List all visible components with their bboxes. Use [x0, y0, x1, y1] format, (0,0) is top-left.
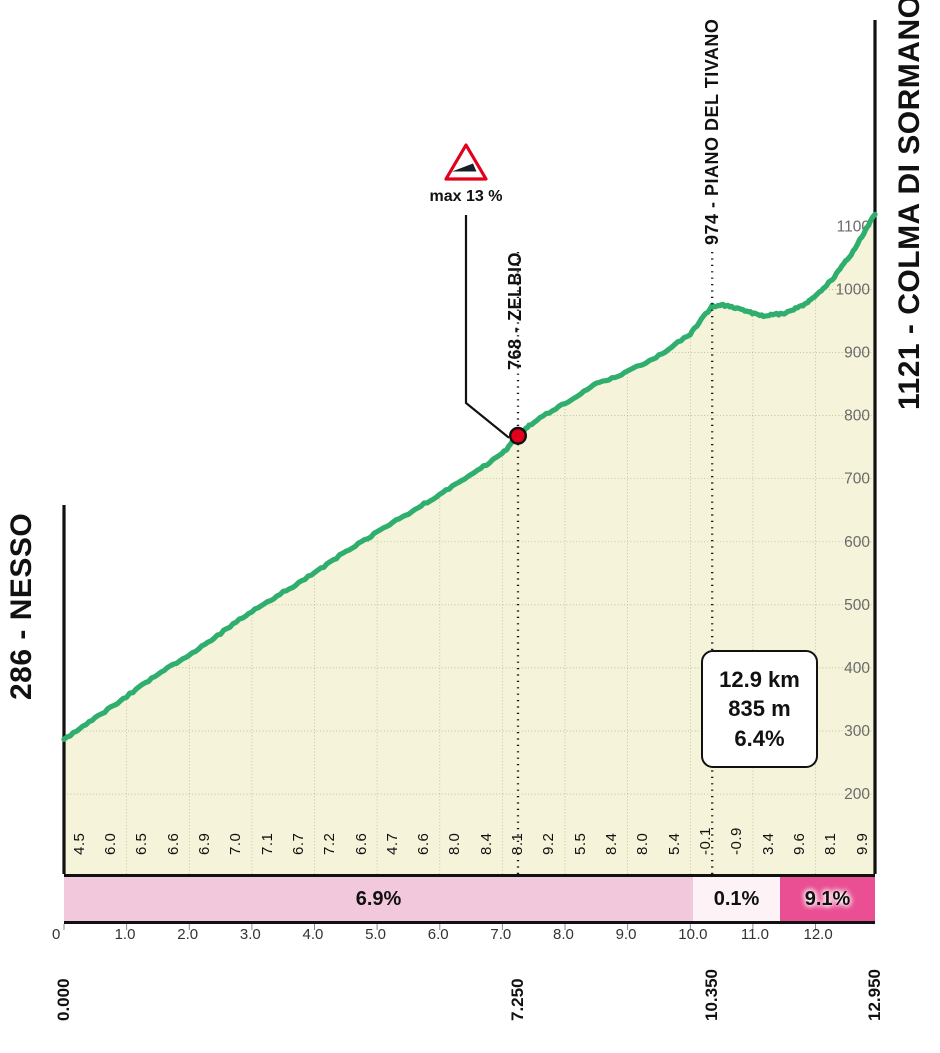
svg-text:400: 400 — [844, 660, 870, 677]
svg-text:1000: 1000 — [836, 282, 871, 299]
svg-text:700: 700 — [844, 471, 870, 488]
svg-text:900: 900 — [844, 345, 870, 362]
svg-text:600: 600 — [844, 534, 870, 551]
svg-text:200: 200 — [844, 786, 870, 803]
svg-text:800: 800 — [844, 408, 870, 425]
svg-text:300: 300 — [844, 723, 870, 740]
svg-text:500: 500 — [844, 597, 870, 614]
